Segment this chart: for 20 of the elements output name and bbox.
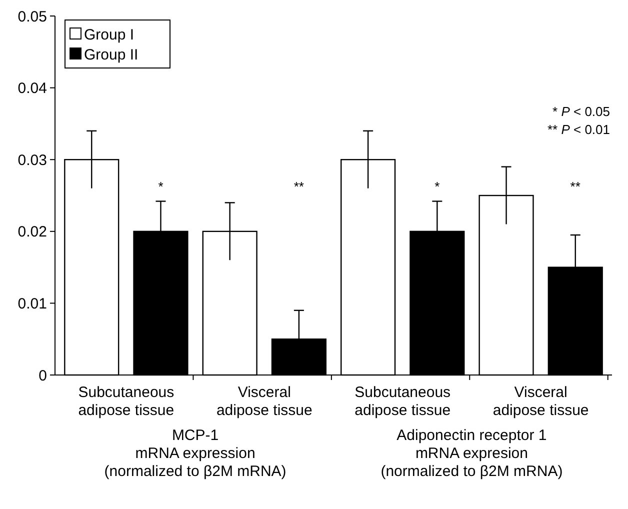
annotation: ** P < 0.01 [547, 122, 610, 137]
y-tick-label: 0.02 [18, 224, 47, 241]
y-tick-label: 0.01 [18, 295, 47, 312]
legend-label: Group I [84, 26, 134, 44]
x-tick-label: Visceral adipose tissue [492, 384, 589, 419]
x-tick-label: Subcutaneous adipose tissue [354, 384, 451, 419]
annotation: * [434, 179, 440, 194]
text: Adiponectin receptor 1 mRNA expresion (normalized to β2M mRNA) [380, 427, 563, 480]
text: MCP-1 mRNA expression (normalized to β2M mRNA) [104, 427, 286, 480]
annotation: * P < 0.05 [552, 104, 610, 119]
annotation: ** [570, 179, 580, 194]
y-tick-label: 0.05 [18, 8, 47, 26]
y-tick-label: 0.03 [18, 152, 47, 169]
x-tick-label: Visceral adipose tissue [216, 384, 312, 419]
annotation: * [158, 179, 164, 194]
y-tick-label: 0.04 [18, 80, 47, 98]
x-tick-label: Subcutaneous adipose tissue [78, 384, 174, 419]
y-tick-label: 0 [38, 367, 47, 384]
annotation: ** [294, 179, 304, 194]
legend-label: Group II [84, 46, 138, 64]
